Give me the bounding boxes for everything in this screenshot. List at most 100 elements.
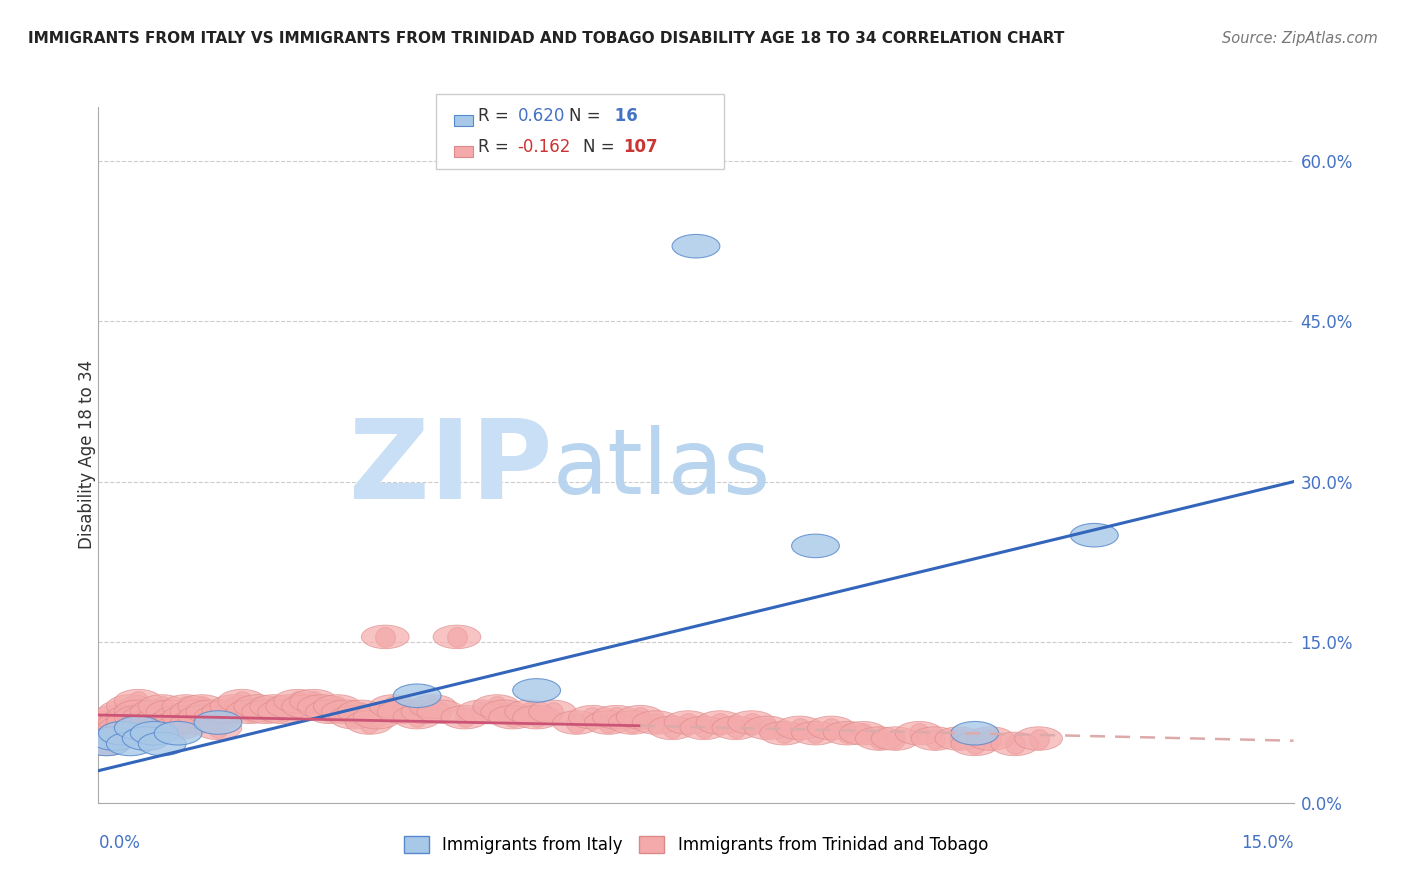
- Ellipse shape: [98, 722, 146, 745]
- Ellipse shape: [855, 727, 903, 750]
- Point: [311, 699, 333, 714]
- Point: [239, 705, 262, 719]
- Ellipse shape: [114, 700, 162, 723]
- Text: -0.162: -0.162: [517, 138, 571, 156]
- Text: N =: N =: [583, 138, 620, 156]
- Point: [111, 721, 134, 735]
- Ellipse shape: [967, 727, 1015, 750]
- Ellipse shape: [329, 706, 377, 729]
- Point: [111, 726, 134, 740]
- Text: 16: 16: [609, 107, 637, 125]
- Point: [167, 721, 190, 735]
- Ellipse shape: [648, 716, 696, 739]
- Point: [135, 726, 157, 740]
- Point: [868, 731, 890, 746]
- Ellipse shape: [194, 716, 242, 739]
- Ellipse shape: [776, 716, 824, 739]
- Ellipse shape: [281, 695, 329, 718]
- Point: [470, 705, 492, 719]
- Point: [96, 731, 118, 746]
- Point: [605, 710, 627, 724]
- Point: [335, 705, 357, 719]
- Point: [326, 699, 349, 714]
- Ellipse shape: [170, 711, 218, 734]
- Ellipse shape: [98, 700, 146, 723]
- Ellipse shape: [991, 732, 1039, 756]
- Ellipse shape: [90, 727, 138, 750]
- Ellipse shape: [441, 706, 489, 729]
- Point: [103, 731, 125, 746]
- Ellipse shape: [1015, 727, 1063, 750]
- Ellipse shape: [489, 706, 537, 729]
- Point: [741, 715, 763, 730]
- Ellipse shape: [107, 695, 155, 718]
- Point: [948, 731, 970, 746]
- Ellipse shape: [394, 684, 441, 707]
- Ellipse shape: [290, 690, 337, 713]
- Ellipse shape: [114, 690, 162, 713]
- Point: [1028, 731, 1050, 746]
- Ellipse shape: [179, 695, 226, 718]
- Point: [270, 705, 292, 719]
- Ellipse shape: [896, 722, 943, 745]
- Ellipse shape: [90, 706, 138, 729]
- Ellipse shape: [824, 722, 872, 745]
- Ellipse shape: [194, 706, 242, 729]
- Text: 0.620: 0.620: [517, 107, 565, 125]
- Ellipse shape: [179, 706, 226, 729]
- Ellipse shape: [664, 711, 711, 734]
- Ellipse shape: [609, 711, 657, 734]
- Point: [127, 710, 149, 724]
- Point: [294, 699, 316, 714]
- Ellipse shape: [209, 695, 257, 718]
- Ellipse shape: [370, 695, 418, 718]
- Ellipse shape: [305, 700, 353, 723]
- Ellipse shape: [633, 711, 681, 734]
- Point: [143, 715, 166, 730]
- Point: [581, 710, 603, 724]
- Ellipse shape: [401, 700, 449, 723]
- Point: [103, 721, 125, 735]
- Point: [96, 726, 118, 740]
- Point: [837, 726, 859, 740]
- Ellipse shape: [122, 727, 170, 750]
- Ellipse shape: [250, 695, 298, 718]
- Point: [143, 705, 166, 719]
- Ellipse shape: [744, 716, 792, 739]
- Ellipse shape: [298, 695, 346, 718]
- Point: [167, 715, 190, 730]
- Point: [150, 721, 173, 735]
- Point: [96, 737, 118, 751]
- Ellipse shape: [950, 732, 998, 756]
- Text: 107: 107: [623, 138, 658, 156]
- Text: IMMIGRANTS FROM ITALY VS IMMIGRANTS FROM TRINIDAD AND TOBAGO DISABILITY AGE 18 T: IMMIGRANTS FROM ITALY VS IMMIGRANTS FROM…: [28, 31, 1064, 46]
- Ellipse shape: [872, 727, 920, 750]
- Point: [127, 705, 149, 719]
- Point: [645, 715, 668, 730]
- Ellipse shape: [274, 690, 322, 713]
- Ellipse shape: [83, 732, 131, 756]
- Ellipse shape: [162, 706, 209, 729]
- Point: [174, 710, 197, 724]
- Point: [350, 705, 373, 719]
- Text: R =: R =: [478, 107, 515, 125]
- Point: [661, 721, 683, 735]
- Point: [366, 710, 388, 724]
- Point: [302, 694, 325, 708]
- Ellipse shape: [155, 706, 202, 729]
- Point: [120, 699, 142, 714]
- Point: [724, 721, 747, 735]
- Point: [96, 721, 118, 735]
- Point: [91, 726, 114, 740]
- Ellipse shape: [107, 732, 155, 756]
- Ellipse shape: [792, 722, 839, 745]
- Ellipse shape: [950, 722, 998, 745]
- Point: [159, 705, 181, 719]
- Ellipse shape: [513, 706, 561, 729]
- Point: [621, 715, 644, 730]
- Ellipse shape: [90, 727, 138, 750]
- Point: [374, 630, 396, 644]
- Ellipse shape: [242, 700, 290, 723]
- Ellipse shape: [513, 679, 561, 702]
- Ellipse shape: [90, 722, 138, 745]
